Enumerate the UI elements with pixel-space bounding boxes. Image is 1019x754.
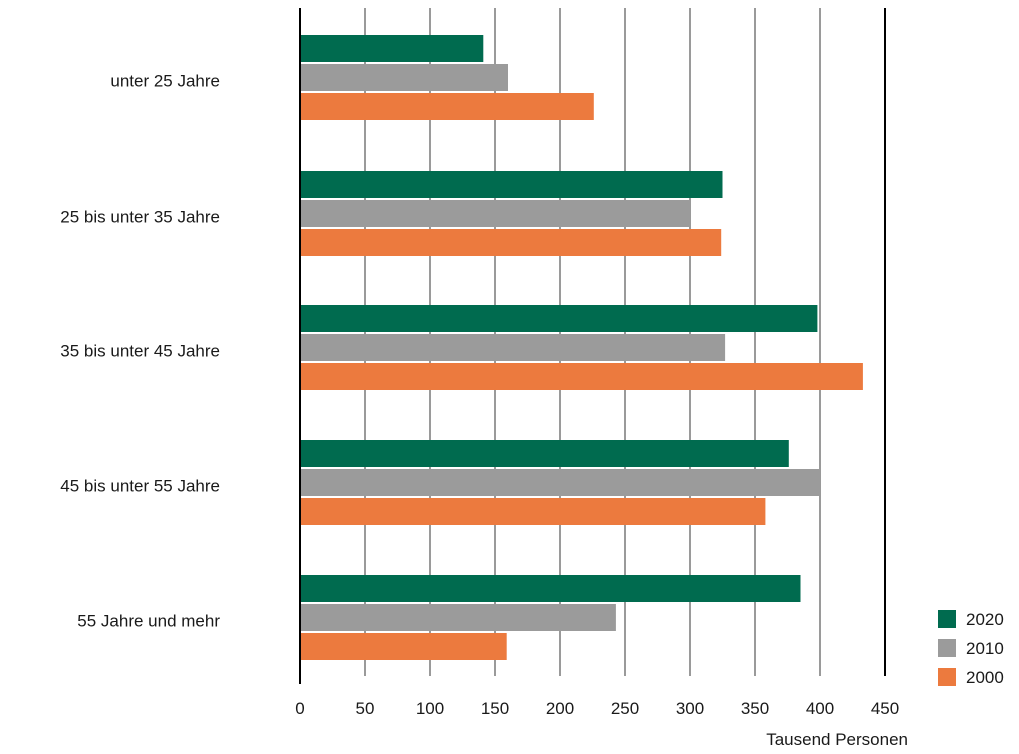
legend-label-2020: 2020 — [966, 610, 1004, 629]
bar-2020-3 — [300, 305, 818, 332]
x-tick-label: 400 — [806, 699, 834, 718]
bar-2010-5 — [300, 604, 616, 631]
bar-2000-3 — [300, 363, 863, 390]
x-tick-label: 0 — [295, 699, 304, 718]
bar-2010-3 — [300, 334, 726, 361]
x-axis-label: Tausend Personen — [766, 730, 908, 749]
x-tick-label: 300 — [676, 699, 704, 718]
bar-2000-1 — [300, 93, 594, 120]
legend-swatch-2010 — [938, 639, 956, 657]
category-label: 45 bis unter 55 Jahre — [60, 477, 220, 496]
legend-label-2000: 2000 — [966, 668, 1004, 687]
category-label: 55 Jahre und mehr — [77, 612, 220, 631]
bar-2020-2 — [300, 171, 723, 198]
bar-2000-5 — [300, 633, 507, 660]
x-tick-label: 200 — [546, 699, 574, 718]
category-labels: unter 25 Jahre 25 bis unter 35 Jahre 35 bi… — [60, 72, 220, 631]
x-tick-label: 150 — [481, 699, 509, 718]
bar-2000-2 — [300, 229, 722, 256]
x-tick-label: 100 — [416, 699, 444, 718]
category-label: 25 bis unter 35 Jahre — [60, 208, 220, 227]
bar-2000-4 — [300, 498, 766, 525]
bar-series — [300, 35, 863, 660]
axes — [299, 8, 886, 684]
bar-2010-2 — [300, 200, 690, 227]
legend-label-2010: 2010 — [966, 639, 1004, 658]
x-tick-label: 250 — [611, 699, 639, 718]
bar-2010-1 — [300, 64, 508, 91]
x-tick-label: 50 — [356, 699, 375, 718]
legend-swatch-2020 — [938, 610, 956, 628]
bar-2020-4 — [300, 440, 789, 467]
x-tick-labels: 0 50 100 150 200 250 300 350 400 450 — [295, 699, 899, 718]
category-label: 35 bis unter 45 Jahre — [60, 342, 220, 361]
bar-2020-5 — [300, 575, 801, 602]
bar-2020-1 — [300, 35, 484, 62]
category-label: unter 25 Jahre — [110, 72, 220, 91]
legend-swatch-2000 — [938, 668, 956, 686]
legend: 2020 2010 2000 — [938, 610, 1004, 687]
bar-2010-4 — [300, 469, 820, 496]
x-tick-label: 350 — [741, 699, 769, 718]
x-tick-label: 450 — [871, 699, 899, 718]
